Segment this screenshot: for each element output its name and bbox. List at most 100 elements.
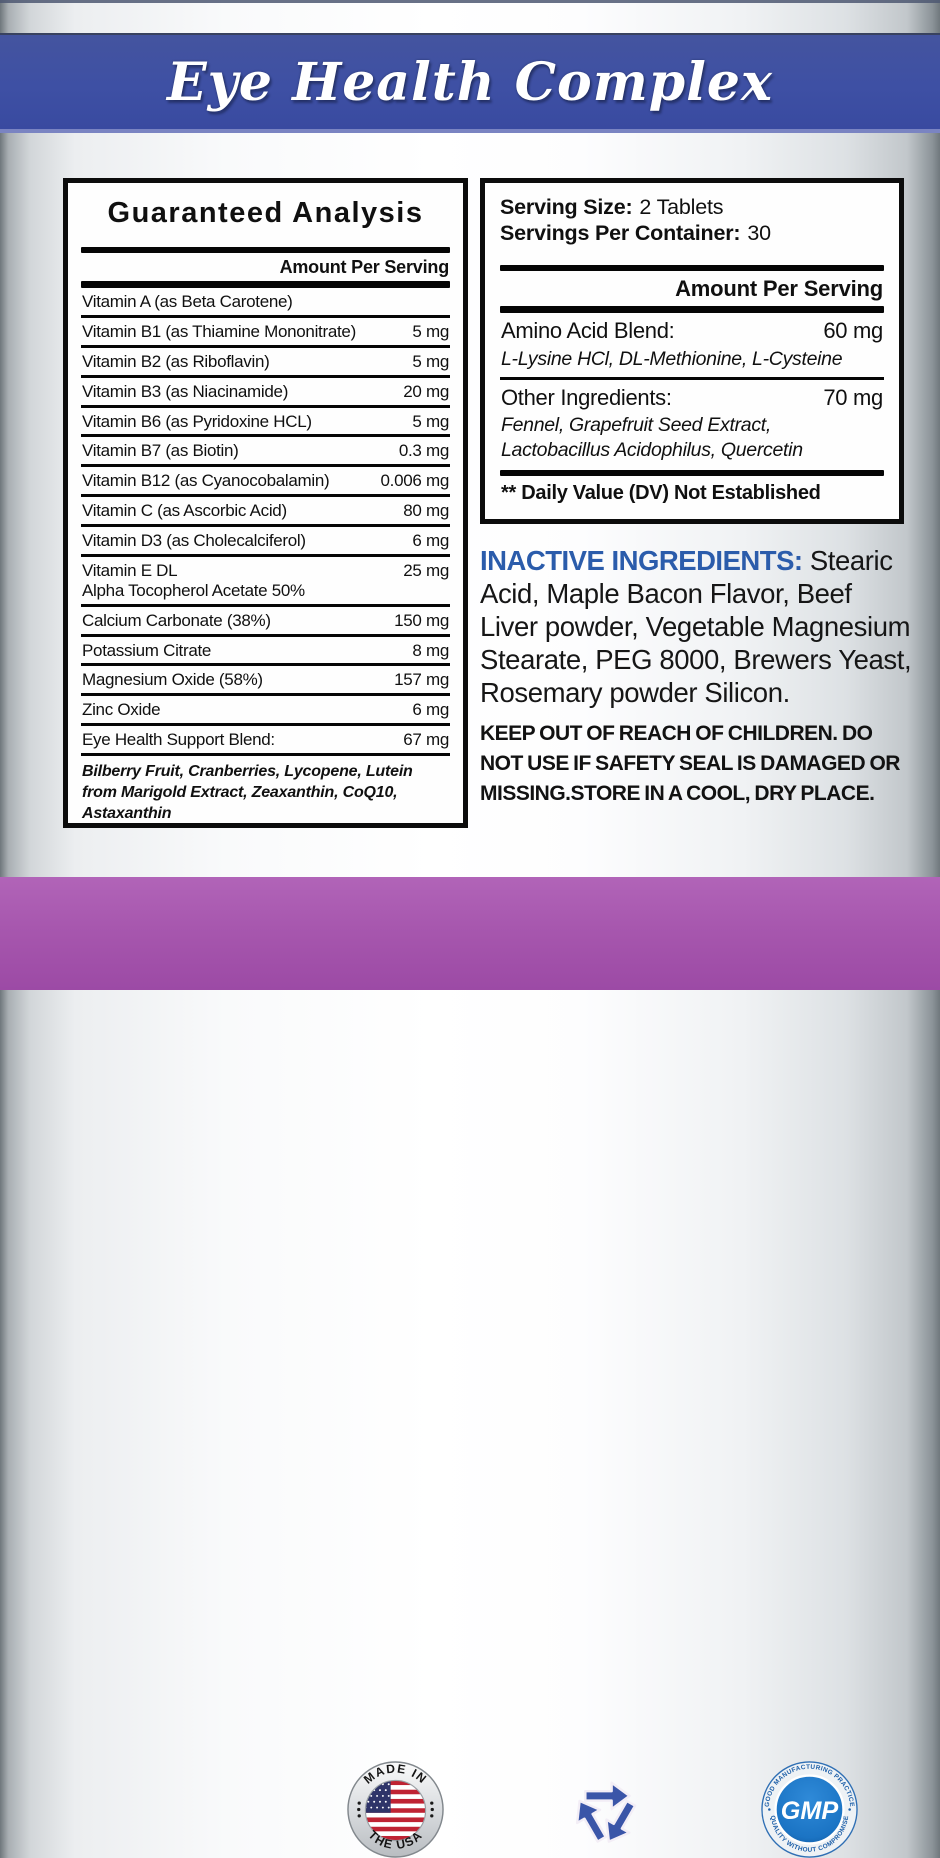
nutrient-name: Vitamin B3 (as Niacinamide) (82, 382, 288, 402)
gmp-center-text: GMP (781, 1797, 839, 1825)
header-banner: Eye Health Complex (0, 33, 940, 133)
nutrient-row: Vitamin B2 (as Riboflavin) 5 mg (81, 348, 450, 378)
nutrient-amount: 0.3 mg (398, 441, 449, 461)
nutrient-amount: 157 mg (394, 670, 449, 690)
nutrient-name-line1: Vitamin B1 (as Thiamine Mononitrate) (82, 321, 356, 341)
nutrient-name-line1: Vitamin D3 (as Cholecalciferol) (82, 531, 306, 550)
nutrient-name: Vitamin B2 (as Riboflavin) (82, 352, 270, 372)
blend-section: Amino Acid Blend: 60 mg L-Lysine HCl, DL… (500, 313, 884, 380)
nutrient-amount: 150 mg (394, 610, 449, 630)
nutrient-amount: 8 mg (412, 640, 449, 660)
servings-per-container-label: Servings Per Container: (500, 221, 741, 246)
blend-ingredients-note: Bilberry Fruit, Cranberries, Lycopene, L… (82, 763, 413, 822)
divider (500, 265, 884, 272)
servings-per-container-line: Servings Per Container: 30 (500, 220, 884, 246)
top-edge-line (0, 0, 940, 3)
made-in-usa-badge: MADE IN THE USA (347, 1761, 444, 1858)
nutrient-amount: 20 mg (403, 381, 449, 401)
recycle-arrows (575, 1781, 637, 1843)
nutrient-name-line2: Alpha Tocopherol Acetate 50% (82, 580, 305, 600)
safety-warning: KEEP OUT OF REACH OF CHILDREN. DO NOT US… (480, 722, 900, 805)
blend-sections: Amino Acid Blend: 60 mg L-Lysine HCl, DL… (500, 313, 884, 468)
nutrient-name: Potassium Citrate (82, 641, 211, 661)
nutrient-amount: 80 mg (403, 501, 449, 521)
amount-per-serving-header: Amount Per Serving (279, 257, 450, 277)
nutrient-table: Vitamin A (as Beta Carotene) Vitamin B1 … (81, 288, 450, 756)
nutrient-name: Vitamin A (as Beta Carotene) (82, 292, 293, 312)
nutrient-amount: 5 mg (412, 351, 449, 371)
blend-row: Other Ingredients: 70 mg (501, 385, 883, 411)
nutrient-row: Zinc Oxide 6 mg (81, 696, 450, 727)
nutrient-name-line1: Calcium Carbonate (38%) (82, 610, 271, 630)
nutrient-row: Vitamin B7 (as Biotin) 0.3 mg (81, 437, 450, 468)
nutrient-row: Vitamin B6 (as Pyridoxine HCL) 5 mg (81, 408, 450, 438)
nutrient-row: Vitamin D3 (as Cholecalciferol) 6 mg (81, 527, 450, 557)
nutrient-name-line1: Eye Health Support Blend: (82, 730, 275, 750)
nutrient-name: Vitamin E DL Alpha Tocopherol Acetate 50… (82, 561, 305, 601)
nutrient-name-line1: Vitamin B3 (as Niacinamide) (82, 381, 289, 401)
nutrient-amount: 6 mg (412, 531, 449, 550)
nutrient-row: Potassium Citrate 8 mg (81, 637, 450, 667)
inactive-ingredients-section: INACTIVE INGREDIENTS: Stearic Acid, Mapl… (480, 544, 912, 808)
nutrient-amount: 5 mg (412, 321, 449, 341)
nutrient-name-line1: Vitamin C (as Ascorbic Acid) (82, 501, 287, 521)
nutrient-amount: 67 mg (403, 730, 449, 750)
blend-name: Other Ingredients: (501, 384, 672, 410)
recycle-icon (575, 1781, 637, 1843)
nutrient-row: Vitamin B3 (as Niacinamide) 20 mg (81, 378, 450, 408)
nutrient-name: Vitamin B6 (as Pyridoxine HCL) (82, 412, 312, 432)
blend-amount: 60 mg (823, 318, 883, 344)
nutrient-name-line1: Vitamin B6 (as Pyridoxine HCL) (82, 411, 312, 431)
nutrient-name: Vitamin C (as Ascorbic Acid) (82, 501, 287, 521)
servings-per-container-value: 30 (747, 221, 771, 246)
footer-band: MADE IN THE USA GOOD MANUFACTURING PRACT… (0, 877, 940, 1858)
blend-row: Amino Acid Blend: 60 mg (501, 318, 883, 344)
nutrient-row: Vitamin E DL Alpha Tocopherol Acetate 50… (81, 557, 450, 607)
amount-per-serving-header: Amount Per Serving (675, 276, 883, 302)
nutrient-name: Magnesium Oxide (58%) (82, 670, 263, 690)
blend-amount: 70 mg (823, 384, 883, 410)
supplement-facts-panel: Serving Size: 2 Tablets Servings Per Cont… (480, 178, 904, 524)
product-title: Eye Health Complex (167, 51, 773, 113)
nutrient-amount: 0.006 mg (380, 471, 450, 491)
serving-size-label: Serving Size: (500, 195, 633, 219)
blend-ingredients: Fennel, Grapefruit Seed Extract, Lactoba… (501, 414, 803, 462)
nutrient-row: Calcium Carbonate (38%) 150 mg (81, 607, 450, 637)
guaranteed-analysis-panel: Guaranteed Analysis Amount Per Serving V… (63, 178, 468, 828)
nutrient-name-line1: Magnesium Oxide (58%) (82, 670, 263, 690)
nutrient-name: Zinc Oxide (82, 700, 161, 720)
nutrient-row: Vitamin C (as Ascorbic Acid) 80 mg (81, 497, 450, 527)
nutrient-name-line1: Potassium Citrate (82, 640, 212, 660)
nutrient-name-line1: Vitamin A (as Beta Carotene) (82, 292, 293, 311)
blend-name: Amino Acid Blend: (501, 318, 675, 344)
inactive-ingredients-paragraph: INACTIVE INGREDIENTS: Stearic Acid, Mapl… (480, 544, 912, 709)
nutrient-row: Magnesium Oxide (58%) 157 mg (81, 666, 450, 697)
nutrient-name-line1: Vitamin E DL (82, 560, 178, 580)
blend-ingredients: L-Lysine HCl, DL-Methionine, L-Cysteine (501, 347, 843, 370)
nutrient-amount: 5 mg (412, 411, 449, 431)
blend-section: Other Ingredients: 70 mg Fennel, Grapefr… (500, 380, 884, 468)
nutrient-name: Vitamin B12 (as Cyanocobalamin) (82, 471, 330, 491)
nutrient-name-line1: Vitamin B12 (as Cyanocobalamin) (82, 471, 330, 491)
nutrient-name-line1: Zinc Oxide (82, 700, 161, 720)
gmp-badge: GOOD MANUFACTURING PRACTICE QUALITY WITH… (761, 1761, 858, 1858)
nutrient-name: Vitamin B1 (as Thiamine Mononitrate) (82, 322, 356, 342)
serving-size-line: Serving Size: 2 Tablets (500, 194, 884, 220)
nutrient-amount: 6 mg (412, 700, 449, 720)
divider (500, 306, 884, 314)
divider (81, 247, 450, 253)
nutrient-amount: 25 mg (403, 560, 449, 580)
nutrient-name: Eye Health Support Blend: (82, 730, 275, 750)
divider (500, 470, 884, 477)
serving-size-value: 2 Tablets (639, 195, 724, 219)
nutrient-name-line1: Vitamin B7 (as Biotin) (82, 441, 239, 461)
nutrient-row: Eye Health Support Blend: 67 mg (81, 726, 450, 756)
nutrient-name: Vitamin B7 (as Biotin) (82, 441, 239, 461)
nutrient-name: Vitamin D3 (as Cholecalciferol) (82, 531, 306, 551)
divider (81, 281, 450, 288)
nutrient-row: Vitamin A (as Beta Carotene) (81, 288, 450, 318)
daily-value-footnote: ** Daily Value (DV) Not Established (501, 482, 821, 505)
guaranteed-analysis-title: Guaranteed Analysis (107, 197, 424, 229)
inactive-ingredients-list: Stearic Acid, Maple Bacon Flavor, Beef L… (480, 545, 912, 708)
nutrient-row: Vitamin B1 (as Thiamine Mononitrate) 5 m… (81, 318, 450, 348)
